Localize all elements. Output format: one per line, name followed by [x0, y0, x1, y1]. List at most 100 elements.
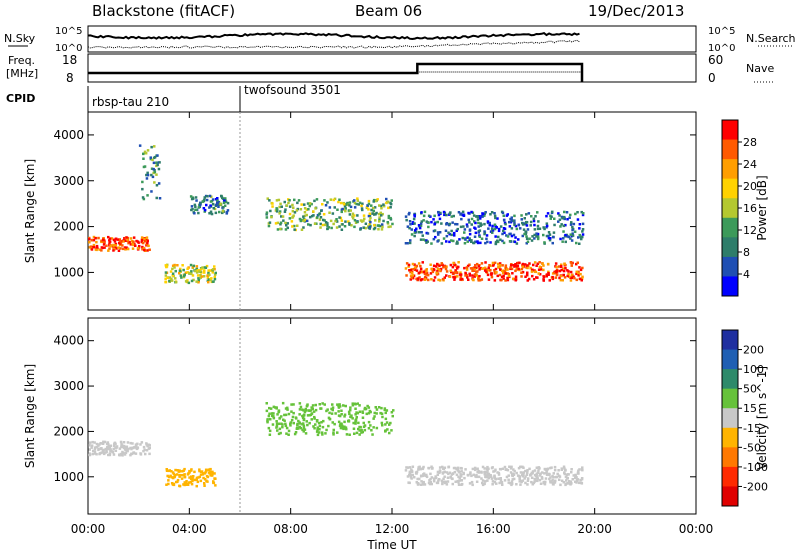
echo-cell — [505, 234, 508, 237]
echo-cell — [330, 412, 334, 415]
echo-cell — [373, 206, 377, 209]
echo-cell — [441, 277, 445, 281]
echo-cell — [124, 239, 127, 242]
echo-cell — [562, 224, 566, 228]
echo-cell — [493, 279, 497, 282]
echo-cell — [410, 228, 413, 231]
echo-cell — [474, 468, 477, 472]
echo-cell — [355, 431, 359, 435]
echo-cell — [501, 467, 505, 470]
echo-cell — [353, 199, 356, 202]
echo-cell — [517, 223, 521, 227]
echo-cell — [575, 270, 578, 274]
echo-cell — [477, 475, 481, 479]
echo-cell — [580, 478, 584, 481]
echo-cell — [467, 278, 470, 281]
echo-cell — [518, 480, 521, 483]
echo-cell — [381, 424, 384, 427]
echo-cell — [146, 194, 149, 197]
echo-cell — [305, 213, 308, 217]
echo-cell — [483, 232, 486, 236]
echo-cell — [491, 483, 494, 486]
echo-cell — [507, 474, 510, 477]
echo-cell — [277, 410, 281, 413]
echo-cell — [481, 481, 484, 485]
echo-cell — [577, 270, 580, 274]
echo-cell — [535, 474, 538, 477]
echo-cell — [508, 220, 511, 224]
echo-cell — [204, 266, 208, 269]
echo-cell — [186, 271, 189, 274]
echo-cell — [565, 211, 569, 214]
echo-cell — [511, 474, 514, 477]
echo-cell — [418, 231, 421, 234]
echo-cell — [193, 212, 196, 215]
echo-cell — [226, 201, 230, 205]
echo-cell — [464, 238, 467, 241]
echo-cell — [551, 277, 555, 281]
colorbar-swatch — [722, 447, 738, 468]
echo-cell — [561, 279, 564, 282]
echo-cell — [547, 272, 550, 275]
echo-cell — [515, 242, 519, 245]
echo-cell — [457, 483, 461, 486]
echo-cell — [307, 409, 310, 412]
echo-cell — [431, 270, 435, 274]
echo-cell — [370, 208, 373, 212]
echo-cell — [114, 237, 118, 240]
echo-cell — [546, 262, 550, 266]
echo-cell — [320, 431, 324, 434]
nave-label: Nave — [746, 62, 774, 75]
echo-cell — [303, 211, 307, 214]
echo-cell — [371, 212, 374, 215]
echo-cell — [410, 468, 413, 471]
echo-cell — [441, 263, 444, 267]
echo-cell — [532, 481, 536, 485]
echo-cell — [272, 415, 275, 418]
echo-cell — [364, 222, 368, 225]
echo-cell — [332, 431, 335, 434]
echo-cell — [523, 217, 526, 220]
echo-cell — [128, 240, 131, 244]
echo-cell — [435, 476, 438, 480]
echo-cell — [287, 433, 290, 436]
echo-cell — [436, 470, 440, 474]
echo-cell — [130, 447, 133, 451]
echo-cell — [567, 272, 570, 276]
echo-cell — [205, 264, 209, 268]
echo-cell — [452, 239, 455, 243]
echo-cell — [460, 475, 463, 478]
echo-cell — [213, 207, 217, 211]
echo-cell — [215, 203, 218, 207]
echo-cell — [566, 481, 569, 485]
echo-cell — [481, 212, 484, 215]
echo-cell — [296, 422, 299, 426]
echo-cell — [184, 271, 188, 274]
echo-cell — [468, 221, 471, 224]
echo-cell — [462, 225, 465, 228]
echo-cell — [117, 246, 120, 249]
echo-cell — [114, 244, 117, 247]
colorbar-tick-label: 50 — [743, 383, 757, 396]
echo-cell — [266, 419, 269, 422]
echo-cell — [321, 223, 325, 227]
echo-cell — [188, 471, 191, 474]
echo-cell — [534, 215, 537, 218]
echo-cell — [344, 404, 347, 408]
echo-cell — [526, 471, 529, 474]
echo-cell — [496, 239, 499, 243]
echo-cell — [134, 244, 137, 247]
echo-cell — [530, 215, 533, 218]
echo-cell — [517, 466, 521, 470]
echo-cell — [332, 222, 335, 226]
echo-cell — [170, 277, 173, 280]
echo-cell — [537, 268, 541, 271]
echo-cell — [451, 472, 455, 476]
echo-cell — [440, 222, 443, 225]
echo-cell — [428, 482, 432, 486]
echo-cell — [167, 482, 170, 486]
echo-cell — [183, 481, 186, 484]
echo-cell — [371, 433, 374, 436]
echo-cell — [191, 197, 195, 200]
echo-cell — [375, 426, 379, 430]
